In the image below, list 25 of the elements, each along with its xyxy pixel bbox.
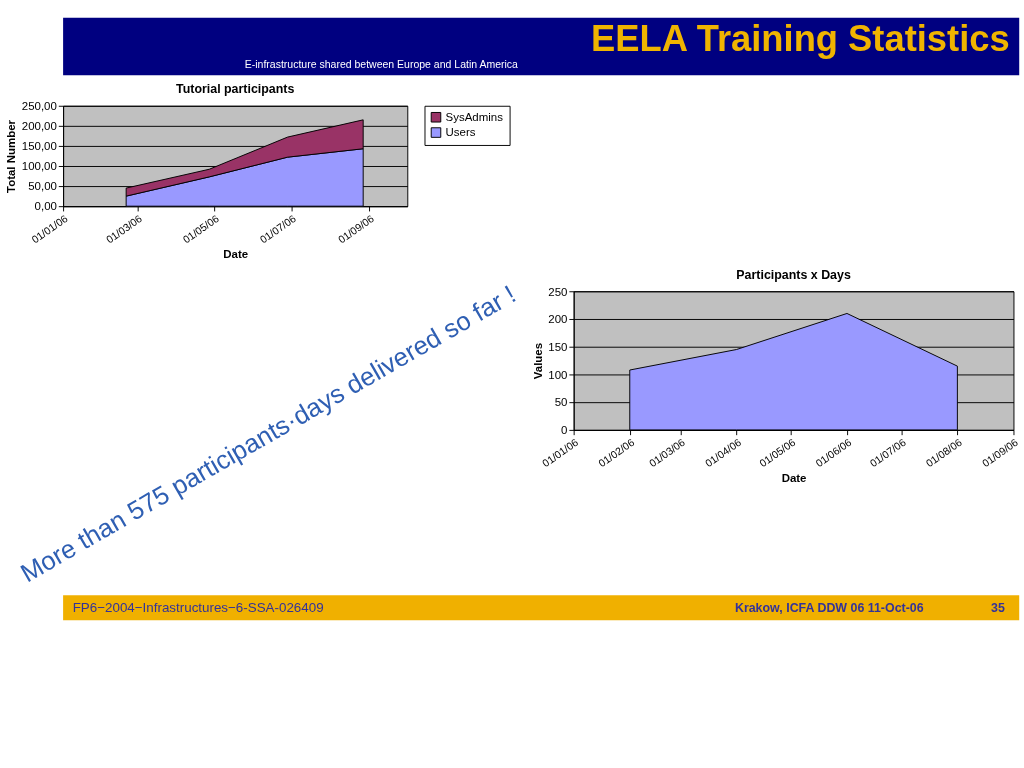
text: FP6−2004−Infrastructures−6-SSA-026409 bbox=[72, 599, 324, 615]
y-tick-label: 250 bbox=[548, 285, 568, 298]
y-tick-label: 200,00 bbox=[21, 120, 57, 133]
y-tick-label: 100,00 bbox=[21, 160, 57, 173]
chart-title: Participants x Days bbox=[736, 267, 851, 282]
y-axis-title: Total Number bbox=[5, 119, 18, 193]
legend-label: SysAdmins bbox=[445, 111, 504, 124]
text: E-infrastructure shared between Europe and Latin America bbox=[244, 58, 519, 71]
y-tick-label: 0,00 bbox=[34, 200, 57, 213]
y-axis-title: Values bbox=[531, 342, 544, 380]
x-axis-title: Date bbox=[223, 247, 249, 260]
y-tick-label: 200 bbox=[548, 313, 568, 326]
y-tick-label: 150 bbox=[548, 341, 568, 354]
legend-label: Users bbox=[445, 126, 476, 139]
chart-title: Tutorial participants bbox=[176, 82, 295, 97]
x-axis-title: Date bbox=[781, 471, 807, 484]
text: 35 bbox=[991, 600, 1005, 615]
text: EELA Training Statistics bbox=[591, 18, 1010, 60]
y-tick-label: 50 bbox=[554, 396, 568, 409]
y-tick-label: 100 bbox=[548, 368, 568, 381]
y-tick-label: 0 bbox=[561, 424, 568, 437]
y-tick-label: 50,00 bbox=[28, 180, 57, 193]
y-tick-label: 150,00 bbox=[21, 140, 57, 153]
text: Krakow, ICFA DDW 06 11-Oct-06 bbox=[734, 600, 924, 615]
y-tick-label: 250,00 bbox=[21, 100, 57, 113]
